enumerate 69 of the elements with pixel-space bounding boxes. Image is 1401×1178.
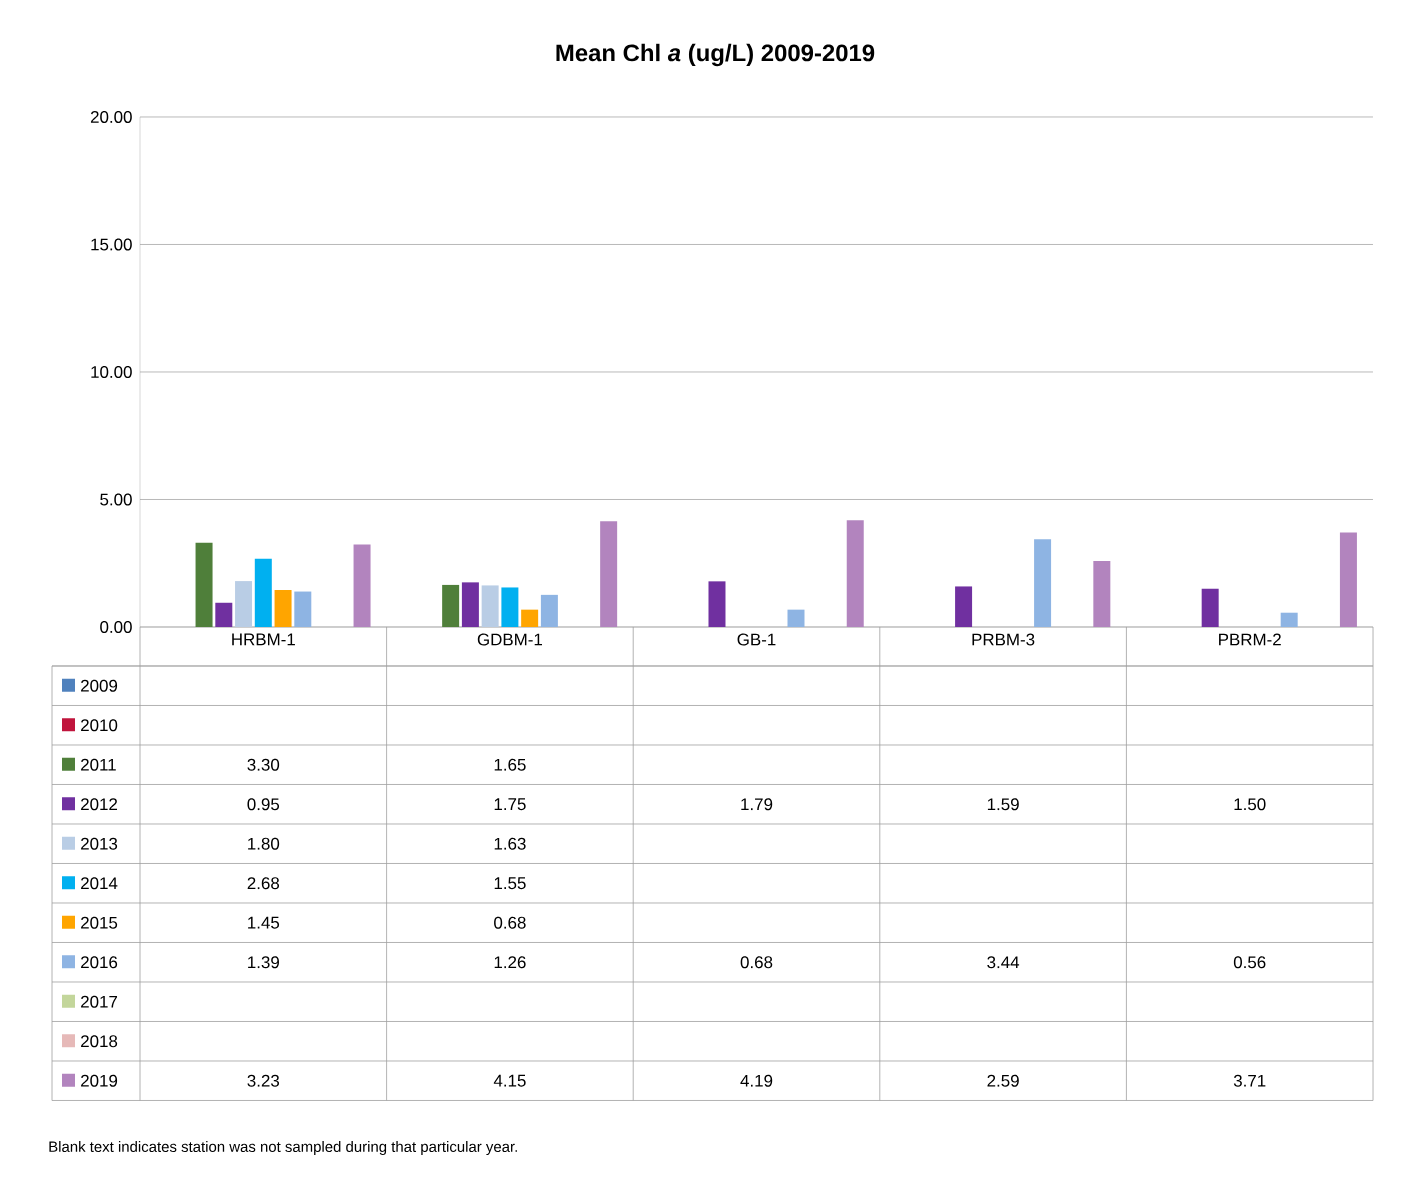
data-label: 3.23 <box>247 1074 280 1087</box>
data-label: 0.95 <box>247 798 280 811</box>
legend-label: 2015 <box>81 916 118 929</box>
data-label: 1.39 <box>248 956 279 969</box>
bar <box>1034 539 1052 627</box>
bar <box>600 521 618 627</box>
bar <box>521 609 539 627</box>
bar <box>955 586 973 627</box>
legend-label: 2016 <box>81 956 118 969</box>
bar <box>1280 612 1298 627</box>
bar <box>708 581 726 627</box>
data-label: 1.55 <box>494 877 526 890</box>
data-label: 0.68 <box>740 956 773 969</box>
chart-title: Mean Chl a (ug/L) 2009-2019 <box>556 43 875 67</box>
data-label: 0.56 <box>1233 956 1266 969</box>
x-tick-label: PBRM-2 <box>1219 633 1281 646</box>
data-label: 1.45 <box>248 916 280 929</box>
data-label: 4.15 <box>493 1074 526 1087</box>
x-tick-label: PRBM-3 <box>972 633 1035 646</box>
y-tick-label: 0.00 <box>100 620 132 633</box>
data-label: 2.68 <box>247 877 280 890</box>
bar <box>294 591 312 627</box>
legend-label: 2019 <box>81 1074 118 1087</box>
data-label: 4.19 <box>740 1074 773 1087</box>
data-label: 3.44 <box>987 956 1020 969</box>
x-tick-label: GB-1 <box>737 633 776 646</box>
text: Blank text indicates station was not sampled during that particular year. <box>49 1141 517 1155</box>
data-label: 2.59 <box>987 1074 1019 1087</box>
data-label: 1.75 <box>494 798 526 811</box>
data-label: 3.30 <box>247 758 280 771</box>
bar <box>353 544 371 627</box>
data-label: 1.59 <box>987 798 1019 811</box>
x-tick-label: HRBM-1 <box>232 633 295 646</box>
data-label: 3.71 <box>1233 1074 1266 1087</box>
legend-label: 2011 <box>81 758 116 771</box>
legend-label: 2017 <box>81 995 118 1008</box>
data-label: 1.80 <box>248 837 280 850</box>
bar <box>274 590 292 627</box>
bar <box>215 602 233 627</box>
legend-label: 2018 <box>81 1035 118 1048</box>
bar <box>254 558 272 627</box>
bar <box>540 594 558 627</box>
data-label: 0.68 <box>494 916 526 929</box>
data-label: 1.50 <box>1234 798 1266 811</box>
bar <box>1201 588 1219 627</box>
bar <box>501 587 519 627</box>
data-label: 1.26 <box>494 956 526 969</box>
bar <box>1093 560 1111 627</box>
bar <box>846 520 864 627</box>
y-tick-label: 20.00 <box>90 110 132 123</box>
bar <box>481 585 499 627</box>
y-tick-label: 10.00 <box>91 365 132 378</box>
legend-label: 2014 <box>81 877 118 890</box>
data-label: 1.65 <box>494 758 526 771</box>
legend-label: 2009 <box>81 679 118 692</box>
x-tick-label: GDBM-1 <box>477 633 542 646</box>
legend-label: 2012 <box>81 798 118 811</box>
bar <box>442 584 460 627</box>
legend-label: 2010 <box>81 719 118 732</box>
bar <box>787 609 805 627</box>
bar <box>1339 532 1357 627</box>
y-tick-label: 5.00 <box>100 493 132 506</box>
bar <box>195 542 213 627</box>
data-label: 1.79 <box>741 798 773 811</box>
data-label: 1.63 <box>494 837 526 850</box>
bar <box>235 581 253 627</box>
y-tick-label: 15.00 <box>91 238 132 251</box>
legend-label: 2013 <box>81 837 118 850</box>
bar <box>461 582 479 627</box>
